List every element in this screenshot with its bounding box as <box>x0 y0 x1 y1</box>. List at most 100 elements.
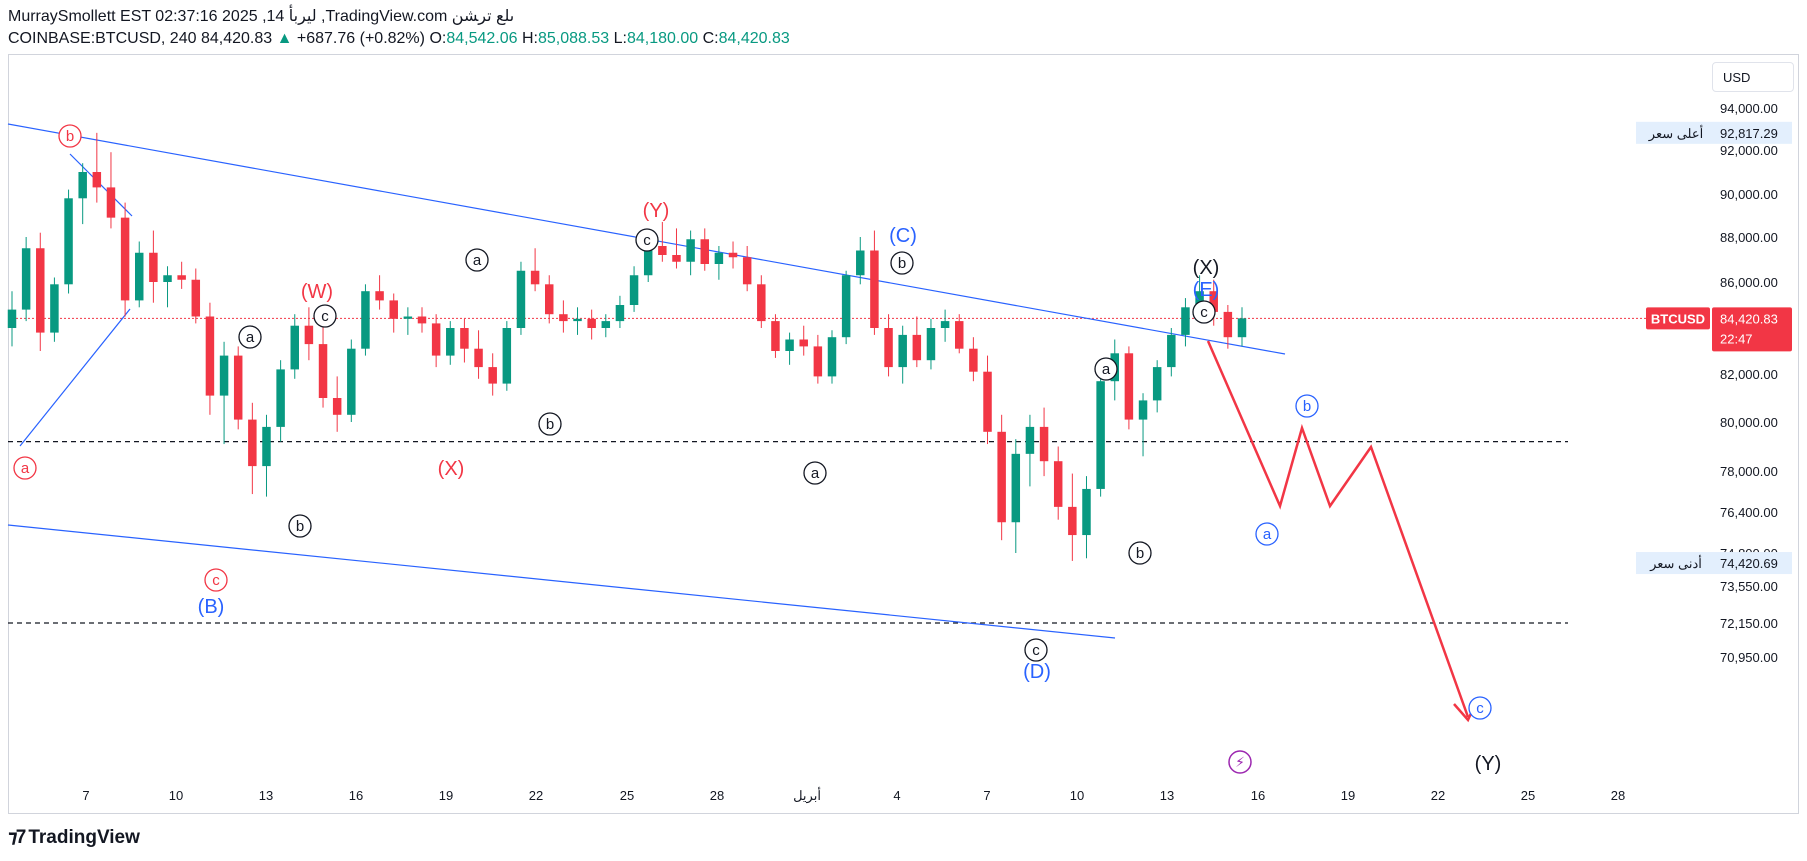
candle-body <box>884 328 893 368</box>
x-axis-label: 22 <box>1431 788 1445 803</box>
high-value-text: 92,817.29 <box>1720 126 1778 141</box>
candle-body <box>1096 381 1105 489</box>
candle-body <box>940 321 950 328</box>
high-label: H: <box>521 30 538 47</box>
candle-body <box>1082 488 1091 536</box>
wave-label: b <box>1303 398 1311 415</box>
candle-body <box>870 250 879 328</box>
high-value-bg <box>1716 121 1792 144</box>
wave-label: c <box>1476 700 1484 717</box>
wave-label: c <box>321 308 329 325</box>
candle-body <box>1152 367 1162 401</box>
high-value: 85,088.53 <box>537 30 610 47</box>
candle-body <box>318 344 328 398</box>
symbol-tag: BTCUSD <box>1651 311 1705 326</box>
candle-body <box>516 270 526 328</box>
tradingview-logo[interactable]: ⁊7 TradingView <box>8 826 140 849</box>
x-axis-label: أبريل <box>793 787 821 804</box>
chart-frame[interactable] <box>8 54 1799 814</box>
x-axis-label: 7 <box>983 788 990 803</box>
candle-body <box>530 270 540 285</box>
y-axis-label: 70,950.00 <box>1720 650 1778 665</box>
candle-body <box>898 334 907 368</box>
wave-label: b <box>898 255 906 272</box>
candle-body <box>714 252 724 264</box>
y-axis-label: 78,000.00 <box>1720 464 1778 479</box>
candle-body <box>728 252 738 258</box>
candle-body <box>474 348 483 368</box>
x-axis-label: 25 <box>1521 788 1535 803</box>
candle-body <box>219 355 229 396</box>
wave-marker <box>465 248 489 272</box>
candle-body <box>389 300 398 319</box>
y-axis-label: 92,000.00 <box>1720 143 1778 158</box>
candle-body <box>417 316 427 324</box>
candle-body <box>601 321 611 328</box>
candle-body <box>1068 506 1077 536</box>
price-change: +687.76 (+0.82%) <box>296 30 425 47</box>
candle-body <box>969 348 978 372</box>
wave-label: b <box>66 128 74 145</box>
x-axis-label: 10 <box>169 788 183 803</box>
candle-body <box>262 426 271 467</box>
candle-body <box>460 328 469 349</box>
wave-label: (Y) <box>643 200 670 222</box>
candle-body <box>1011 453 1021 523</box>
candle-body <box>361 291 370 349</box>
wave-label: a <box>1263 526 1272 543</box>
x-axis-label: 13 <box>1160 788 1174 803</box>
low-label-bg <box>1636 552 1716 575</box>
close-label: C: <box>702 30 719 47</box>
candle-body <box>926 328 936 361</box>
price-tag-countdown: 22:47 <box>1720 331 1753 346</box>
symbol-name[interactable]: COINBASE:BTCUSD, 240 <box>8 30 197 47</box>
candle-body <box>785 339 794 351</box>
candle-body <box>106 187 116 218</box>
wave-label: c <box>212 572 220 589</box>
candle-body <box>149 252 158 282</box>
wave-marker <box>313 304 337 328</box>
trend-line <box>19 308 131 447</box>
candle-body <box>1209 291 1218 312</box>
wave-label: (E) <box>1193 279 1220 301</box>
candle-body <box>827 337 837 377</box>
candle-body <box>7 309 17 328</box>
candle-body <box>629 275 639 305</box>
x-axis-label: 19 <box>439 788 453 803</box>
x-axis-label: 28 <box>710 788 724 803</box>
low-value-bg <box>1716 552 1792 575</box>
lightning-icon-glyph: ⚡ <box>1235 755 1245 771</box>
candle-body <box>92 172 102 188</box>
wave-label: b <box>1136 545 1144 562</box>
y-axis-label: 88,000.00 <box>1720 230 1778 245</box>
wave-label: b <box>296 518 304 535</box>
wave-marker <box>890 251 914 275</box>
candle-body <box>856 250 865 276</box>
candle-body <box>658 246 667 255</box>
currency-button[interactable]: USD <box>1712 62 1794 92</box>
candle-body <box>587 318 596 328</box>
candle-body <box>290 325 299 370</box>
wave-label: a <box>811 465 820 482</box>
publisher-line: MurraySmollett EST 02:37:16 2025 ,14 لير… <box>8 8 515 25</box>
candle-body <box>615 305 625 322</box>
wave-marker <box>288 514 312 538</box>
lower-channel-line <box>7 524 1116 639</box>
x-axis-label: 25 <box>620 788 634 803</box>
candle-body <box>347 348 356 415</box>
price-tag-value: 84,420.83 <box>1720 311 1778 326</box>
candle-body <box>1181 307 1190 335</box>
candle-body <box>431 323 441 356</box>
wave-marker <box>635 228 659 252</box>
candle-body <box>1167 334 1176 368</box>
x-axis-label: 4 <box>893 788 900 803</box>
candle-body <box>177 275 186 280</box>
candle-body <box>771 321 780 351</box>
y-axis-label: 73,550.00 <box>1720 579 1778 594</box>
candle-body <box>573 318 582 322</box>
lightning-icon <box>1228 750 1252 774</box>
wave-marker <box>13 456 37 480</box>
wave-marker <box>1255 522 1279 546</box>
candle-body <box>955 321 964 349</box>
